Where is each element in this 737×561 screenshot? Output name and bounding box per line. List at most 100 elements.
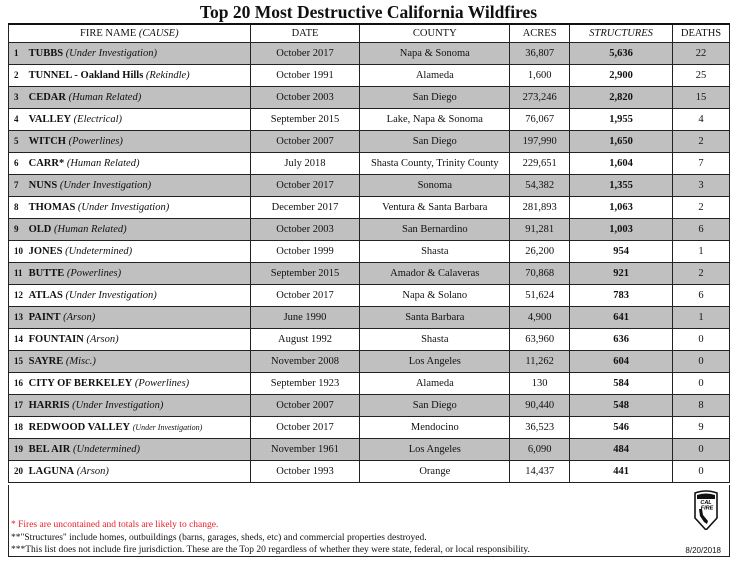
- fire-name: OLD: [28, 224, 52, 235]
- table-row: 12 ATLAS (Under Investigation) October 2…: [8, 284, 730, 307]
- acres-cell: 14,437: [509, 460, 571, 483]
- fire-cause: (Human Related): [68, 92, 142, 103]
- rank: 19: [14, 444, 23, 454]
- county-cell: Santa Barbara: [359, 306, 511, 329]
- table-row: 15 SAYRE (Misc.) November 2008 Los Angel…: [8, 350, 730, 373]
- fire-name: FOUNTAIN: [28, 334, 84, 345]
- county-cell: Lake, Napa & Sonoma: [359, 108, 511, 131]
- table-row: 2 TUNNEL - Oakland Hills (Rekindle) Octo…: [8, 64, 730, 87]
- acres-cell: 51,624: [509, 284, 571, 307]
- fire-name: CARR*: [28, 158, 65, 169]
- county-cell: San Diego: [359, 130, 511, 153]
- acres-cell: 76,067: [509, 108, 571, 131]
- acres-cell: 36,807: [509, 42, 571, 65]
- rank: 18: [14, 422, 23, 432]
- date-cell: October 2003: [249, 218, 361, 241]
- rank: 2: [14, 70, 19, 80]
- fire-name-cell: 4 VALLEY (Electrical): [8, 108, 251, 131]
- fire-name: SAYRE: [28, 356, 64, 367]
- table-row: 13 PAINT (Arson) June 1990 Santa Barbara…: [8, 306, 730, 329]
- structures-cell: 546: [569, 416, 674, 439]
- date-cell: September 2015: [249, 262, 361, 285]
- deaths-cell: 0: [672, 460, 730, 483]
- fire-name-cell: 3 CEDAR (Human Related): [8, 86, 251, 109]
- fire-name-cell: 17 HARRIS (Under Investigation): [8, 394, 251, 417]
- fire-cause: (Rekindle): [145, 70, 190, 81]
- fire-name-cell: 14 FOUNTAIN (Arson): [8, 328, 251, 351]
- date-cell: August 1992: [249, 328, 361, 351]
- date-cell: December 2017: [249, 196, 361, 219]
- fire-name-cell: 8 THOMAS (Under Investigation): [8, 196, 251, 219]
- county-cell: Alameda: [359, 64, 511, 87]
- structures-cell: 484: [569, 438, 674, 461]
- structures-cell: 921: [569, 262, 674, 285]
- acres-cell: 90,440: [509, 394, 571, 417]
- rank: 11: [14, 268, 23, 278]
- county-cell: Napa & Sonoma: [359, 42, 511, 65]
- date-cell: October 2007: [249, 130, 361, 153]
- svg-text:CAL: CAL: [700, 500, 712, 506]
- acres-cell: 26,200: [509, 240, 571, 263]
- date-cell: November 1961: [249, 438, 361, 461]
- deaths-cell: 6: [672, 284, 730, 307]
- fire-name: CITY OF BERKELEY: [28, 378, 133, 389]
- header-acres: ACRES: [509, 23, 571, 43]
- acres-cell: 36,523: [509, 416, 571, 439]
- deaths-cell: 7: [672, 152, 730, 175]
- acres-cell: 11,262: [509, 350, 571, 373]
- county-cell: Orange: [359, 460, 511, 483]
- date-cell: September 2015: [249, 108, 361, 131]
- header-row: FIRE NAME (CAUSE) DATE COUNTY ACRES STRU…: [8, 23, 730, 43]
- fire-name-cell: 10 JONES (Undetermined): [8, 240, 251, 263]
- table-row: 1 TUBBS (Under Investigation) October 20…: [8, 42, 730, 65]
- county-cell: San Diego: [359, 394, 511, 417]
- structures-cell: 2,820: [569, 86, 674, 109]
- fire-name-cell: 18 REDWOOD VALLEY (Under Investigation): [8, 416, 251, 439]
- acres-cell: 91,281: [509, 218, 571, 241]
- header-structures: STRUCTURES: [569, 23, 674, 43]
- fire-name: THOMAS: [28, 202, 76, 213]
- table-row: 10 JONES (Undetermined) October 1999 Sha…: [8, 240, 730, 263]
- date-cell: October 1993: [249, 460, 361, 483]
- rank: 5: [14, 136, 19, 146]
- date-cell: October 2017: [249, 416, 361, 439]
- fire-cause: (Human Related): [66, 158, 140, 169]
- fire-name-cell: 15 SAYRE (Misc.): [8, 350, 251, 373]
- fire-name-cell: 1 TUBBS (Under Investigation): [8, 42, 251, 65]
- fire-cause: (Human Related): [54, 224, 127, 235]
- fire-name: CEDAR: [28, 92, 66, 103]
- fire-name-cell: 16 CITY OF BERKELEY (Powerlines): [8, 372, 251, 395]
- fire-cause: (Electrical): [73, 114, 123, 125]
- table-row: 9 OLD (Human Related) October 2003 San B…: [8, 218, 730, 241]
- header-county: COUNTY: [359, 23, 511, 43]
- rank: 3: [14, 92, 19, 102]
- fire-name-cell: 19 BEL AIR (Undetermined): [8, 438, 251, 461]
- acres-cell: 6,090: [509, 438, 571, 461]
- fire-name: BEL AIR: [28, 444, 71, 455]
- rank: 9: [14, 224, 19, 234]
- structures-cell: 1,650: [569, 130, 674, 153]
- deaths-cell: 1: [672, 306, 730, 329]
- county-cell: Amador & Calaveras: [359, 262, 511, 285]
- acres-cell: 281,893: [509, 196, 571, 219]
- acres-cell: 197,990: [509, 130, 571, 153]
- county-cell: Shasta: [359, 240, 511, 263]
- fire-cause: (Under Investigation): [65, 290, 157, 301]
- table-row: 8 THOMAS (Under Investigation) December …: [8, 196, 730, 219]
- fire-name-cell: 20 LAGUNA (Arson): [8, 460, 251, 483]
- acres-cell: 273,246: [509, 86, 571, 109]
- structures-cell: 2,900: [569, 64, 674, 87]
- fire-name-cell: 11 BUTTE (Powerlines): [8, 262, 251, 285]
- fire-cause: (Powerlines): [134, 378, 190, 389]
- header-date: DATE: [249, 23, 361, 43]
- date-cell: October 2017: [249, 42, 361, 65]
- acres-cell: 130: [509, 372, 571, 395]
- deaths-cell: 2: [672, 262, 730, 285]
- fire-name-cell: 12 ATLAS (Under Investigation): [8, 284, 251, 307]
- structures-cell: 441: [569, 460, 674, 483]
- deaths-cell: 3: [672, 174, 730, 197]
- fire-name: WITCH: [28, 136, 66, 147]
- fire-name-cell: 13 PAINT (Arson): [8, 306, 251, 329]
- fire-cause: (Under Investigation): [59, 180, 152, 191]
- date-cell: June 1990: [249, 306, 361, 329]
